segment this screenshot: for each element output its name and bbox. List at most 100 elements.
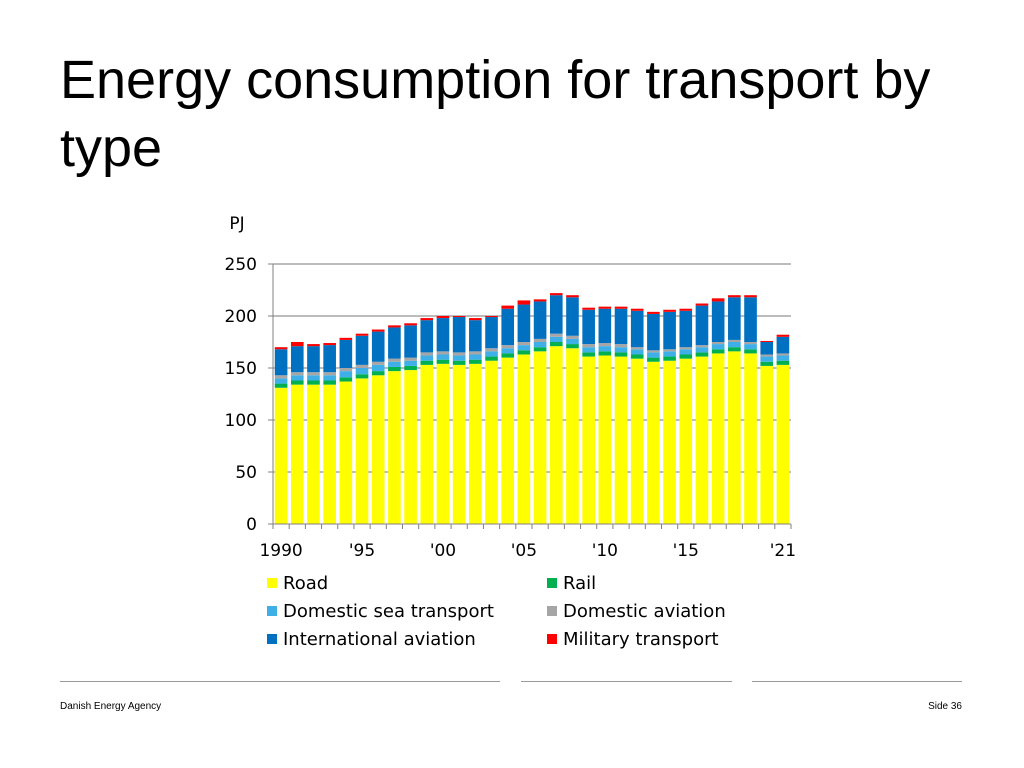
x-tick-label-20: '10 [592,541,618,561]
footer-divider-left [60,681,500,682]
bar-road-2014 [663,360,676,524]
bar-road-2011 [614,356,628,524]
legend-swatch [547,578,557,588]
bar-military-transport-1995 [355,333,369,336]
bar-road-2018 [728,351,741,524]
bar-rail-2011 [614,352,628,357]
bar-rail-2010 [598,351,612,356]
legend-swatch [547,606,557,616]
bar-rail-2021 [776,360,790,365]
bar-international-aviation-2017 [711,301,725,342]
bar-international-aviation-1999 [420,320,434,353]
bar-road-2017 [711,353,725,524]
footer-divider-right [752,681,962,682]
bar-road-2008 [566,348,579,524]
bar-domestic-sea-transport-2010 [598,346,612,352]
bar-domestic-aviation-2014 [663,349,676,352]
bar-domestic-sea-transport-2014 [663,351,676,357]
bar-domestic-sea-transport-2007 [549,336,563,342]
y-tick-label-150: 150 [225,359,257,379]
legend-item-domestic-sea-transport: Domestic sea transport [267,600,547,622]
bar-military-transport-2005 [517,300,531,305]
bar-military-transport-1999 [420,318,434,321]
bar-domestic-aviation-2016 [695,345,709,348]
bar-military-transport-2009 [582,307,595,310]
bar-rail-1990 [274,383,288,388]
bar-military-transport-2007 [549,293,563,296]
bar-military-transport-2021 [776,334,790,337]
bar-domestic-aviation-2013 [647,350,660,353]
bar-domestic-sea-transport-1996 [371,364,385,372]
bar-international-aviation-1994 [339,339,353,368]
bar-international-aviation-1990 [274,349,288,376]
bar-international-aviation-2010 [598,308,612,344]
bar-domestic-sea-transport-1995 [355,368,369,375]
bar-rail-2009 [582,352,595,357]
legend-swatch [267,578,277,588]
bar-international-aviation-1996 [371,331,385,362]
bar-rail-2002 [469,359,482,364]
bar-military-transport-2018 [728,295,741,298]
bar-international-aviation-2011 [614,308,628,345]
bar-military-transport-2016 [695,303,709,306]
x-tick-label-10: '00 [430,541,456,561]
bar-international-aviation-2009 [582,309,595,345]
bar-military-transport-2014 [663,309,676,312]
bar-domestic-sea-transport-2004 [501,348,515,354]
bar-domestic-sea-transport-2017 [711,344,725,350]
bar-road-2016 [695,356,709,524]
legend-swatch [267,606,277,616]
footer-page-number: Side 36 [928,701,962,712]
bar-military-transport-1992 [307,344,320,347]
bar-international-aviation-2018 [728,297,741,340]
bar-military-transport-2008 [566,295,579,298]
bar-road-2010 [598,355,612,524]
bar-international-aviation-1997 [388,327,401,359]
bar-domestic-aviation-1990 [274,375,288,379]
bar-domestic-sea-transport-1994 [339,371,353,378]
bar-rail-1999 [420,360,434,365]
bar-road-2007 [549,346,563,524]
bar-rail-1995 [355,374,369,379]
x-tick-label-5: '95 [349,541,375,561]
bar-domestic-aviation-1999 [420,352,434,356]
bar-international-aviation-2004 [501,308,515,346]
bar-road-1995 [355,378,369,524]
bar-rail-2007 [549,342,563,347]
bar-military-transport-2017 [711,298,725,302]
bar-domestic-sea-transport-1991 [290,375,304,381]
bar-domestic-aviation-2008 [566,335,579,339]
bar-rail-2019 [744,349,757,354]
bar-road-2015 [679,358,693,524]
x-tick-label-31: '21 [770,541,796,561]
bar-domestic-aviation-2015 [679,347,693,350]
bar-rail-2015 [679,354,693,359]
bar-domestic-sea-transport-1990 [274,378,288,384]
bar-domestic-aviation-2000 [436,351,450,355]
bar-military-transport-2002 [469,318,482,321]
bar-domestic-aviation-2007 [549,333,563,337]
bar-road-1999 [420,364,434,524]
bar-domestic-sea-transport-2015 [679,349,693,355]
bar-domestic-aviation-2004 [501,345,515,349]
bar-international-aviation-2005 [517,304,531,342]
bar-domestic-sea-transport-2020 [760,356,774,362]
legend-item-road: Road [267,572,547,594]
bar-road-2002 [469,363,482,524]
bar-rail-2008 [566,344,579,349]
bar-domestic-sea-transport-2002 [469,354,482,360]
bar-military-transport-2011 [614,306,628,309]
bar-rail-2017 [711,349,725,354]
bar-road-2005 [517,354,531,524]
bar-international-aviation-2006 [533,301,547,339]
bar-international-aviation-2012 [630,310,644,348]
bar-road-1998 [404,370,417,524]
legend-label: Military transport [563,628,719,650]
bar-domestic-aviation-2021 [776,353,790,356]
bar-rail-1992 [307,380,320,385]
bar-international-aviation-1991 [290,346,304,373]
bar-domestic-aviation-2009 [582,344,595,348]
bar-road-1991 [290,384,304,524]
y-axis-unit-label: PJ [229,214,244,234]
legend-item-rail: Rail [547,572,827,594]
